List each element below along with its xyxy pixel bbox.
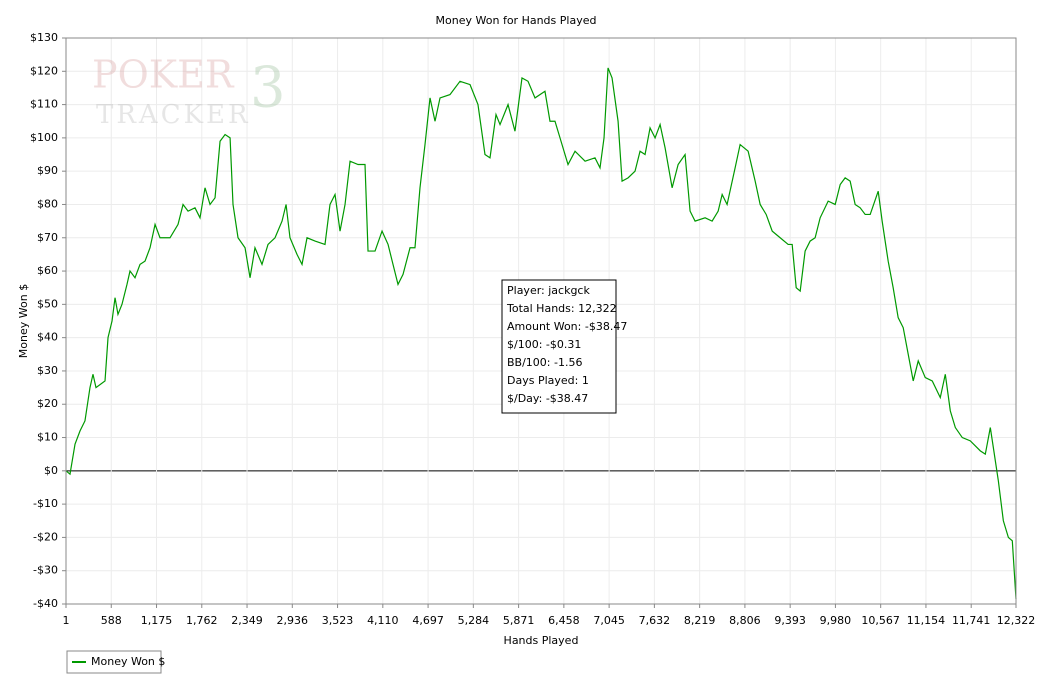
x-tick-label: 10,567 [861,614,900,627]
x-tick-label: 588 [101,614,122,627]
x-tick-label: 2,349 [231,614,263,627]
y-tick-label: $40 [37,331,58,344]
plot-border [65,37,1017,605]
info-line: Total Hands: 12,322 [506,302,617,315]
info-line: $/Day: -$38.47 [507,392,588,405]
y-tick-label: $60 [37,264,58,277]
plot [65,67,1017,599]
watermark-text: POKER [92,53,235,97]
y-tick-label: $20 [37,397,58,410]
y-tick-label: $50 [37,297,58,310]
x-tick-label: 11,741 [952,614,991,627]
x-tick-label: 7,045 [593,614,625,627]
x-tick-label: 1,175 [141,614,173,627]
x-tick-label: 2,936 [277,614,309,627]
x-tick-label: 11,154 [907,614,946,627]
y-tick-label: -$10 [33,497,58,510]
info-line: Player: jackgck [507,284,590,297]
watermark: POKER 3 TRACKER [92,53,286,131]
y-tick-label: $90 [37,164,58,177]
y-tick-label: $30 [37,364,58,377]
info-box: Player: jackgck Total Hands: 12,322 Amount… [501,279,627,414]
x-tick-label: 3,523 [322,614,354,627]
info-line: Days Played: 1 [507,374,589,387]
watermark-text: TRACKER [96,100,251,130]
x-tick-label: 7,632 [639,614,671,627]
x-tick-label: 1 [63,614,70,627]
x-tick-label: 8,806 [729,614,761,627]
y-tick-label: $0 [44,464,58,477]
x-tick-label: 5,871 [503,614,535,627]
y-tick-label: $100 [30,131,58,144]
y-tick-label: $70 [37,231,58,244]
y-tick-label: $130 [30,31,58,44]
info-box-frame [501,279,617,414]
x-tick-label: 8,219 [684,614,716,627]
y-tick-label: -$30 [33,564,58,577]
y-tick-label: $120 [30,64,58,77]
x-tick-label: 9,980 [820,614,852,627]
y-tick-label: -$20 [33,530,58,543]
info-line: Amount Won: -$38.47 [507,320,627,333]
y-axis-title: Money Won $ [17,284,30,358]
x-tick-label: 4,697 [412,614,444,627]
x-tick-label: 6,458 [548,614,580,627]
y-tick-label: $80 [37,197,58,210]
legend: Money Won $ [66,650,165,674]
legend-label: Money Won $ [91,655,165,668]
x-tick-label: 4,110 [367,614,399,627]
y-tick-label: -$40 [33,597,58,610]
x-tick-label: 12,322 [997,614,1036,627]
info-line: BB/100: -1.56 [507,356,582,369]
x-tick-label: 1,762 [186,614,218,627]
legend-frame [66,650,162,674]
x-axis-title: Hands Played [504,634,579,647]
x-tick-label: 9,393 [774,614,806,627]
x-tick-label: 5,284 [458,614,490,627]
info-line: $/100: -$0.31 [507,338,581,351]
y-tick-label: $110 [30,98,58,111]
watermark-mark: 3 [250,56,286,121]
y-tick-label: $10 [37,431,58,444]
data-line [65,67,1017,599]
chart-title: Money Won for Hands Played [436,14,597,27]
